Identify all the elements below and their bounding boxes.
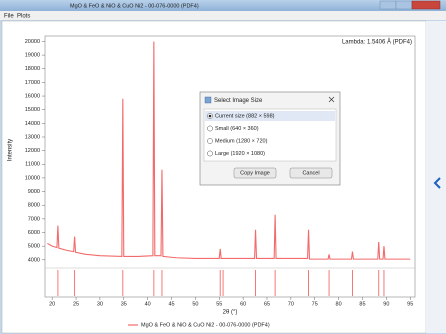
radio-button[interactable]	[207, 138, 213, 144]
radio-button[interactable]	[207, 125, 213, 132]
x-tick-label: 40	[145, 301, 151, 307]
y-tick-label: 4000	[28, 257, 40, 263]
dialog-button[interactable]	[289, 167, 333, 179]
y-tick-label: 9000	[28, 189, 40, 195]
x-tick-label: 50	[192, 301, 198, 307]
radio-label[interactable]: Large (1920 × 1080)	[215, 151, 265, 157]
x-tick-label: 85	[359, 301, 365, 307]
y-tick-label: 7000	[28, 216, 40, 222]
y-tick-label: 18000	[25, 66, 40, 72]
side-panel	[426, 21, 446, 333]
window-title: MgO & FeO & NiO & CuO Ni2 - 00-076-0000 …	[70, 3, 199, 9]
y-tick-label: 14000	[25, 121, 40, 127]
x-tick-label: 35	[121, 301, 127, 307]
y-tick-label: 12000	[25, 148, 40, 154]
y-tick-label: 10000	[25, 175, 40, 181]
dialog-close[interactable]	[328, 96, 335, 103]
data-line	[47, 41, 411, 260]
option-highlight	[205, 111, 335, 121]
dialog-button-label[interactable]: Cancel	[302, 170, 319, 176]
menu-bar	[0, 11, 446, 20]
radio-button[interactable]	[207, 150, 213, 157]
y-tick-label: 17000	[25, 80, 40, 86]
x-tick-label: 55	[216, 301, 222, 307]
x-tick-label: 25	[73, 301, 79, 307]
dialog-button[interactable]	[233, 167, 277, 179]
y-tick-label: 13000	[25, 134, 40, 140]
title-bar	[0, 0, 446, 11]
x-tick-label: 45	[168, 301, 174, 307]
legend-label: MgO & FeO & NiO & CuO Ni2 - 00-076-0000 …	[141, 322, 270, 328]
dialog-button-label[interactable]: Copy Image	[240, 170, 270, 176]
y-tick-label: 11000	[25, 162, 40, 168]
x-tick-label: 60	[240, 301, 246, 307]
radio-label[interactable]: Medium (1280 × 720)	[215, 138, 268, 144]
annotation: Lambda: 1.5406 Å (PDF4)	[342, 39, 412, 46]
x-axis-label: 2θ (°)	[223, 310, 238, 316]
y-tick-label: 15000	[25, 107, 40, 113]
maximize-button[interactable]	[395, 0, 413, 10]
y-tick-label: 5000	[28, 244, 40, 250]
x-tick-label: 20	[49, 301, 55, 307]
x-tick-label: 70	[288, 301, 294, 307]
dialog: Select Image Size Current size (882 × 598…	[199, 91, 341, 186]
y-tick-label: 6000	[28, 230, 40, 236]
radio-label[interactable]: Small (640 × 360)	[215, 126, 259, 132]
x-tick-label: 90	[383, 301, 389, 307]
y-tick-label: 8000	[28, 203, 40, 209]
x-tick-label: 30	[97, 301, 103, 307]
x-tick-label: 95	[407, 301, 413, 307]
dialog-icon	[204, 96, 212, 104]
radio-label[interactable]: Current size (882 × 598)	[215, 113, 275, 119]
menu-item[interactable]: Plots	[17, 14, 30, 20]
y-tick-label: 20000	[25, 39, 40, 45]
close-button[interactable]	[411, 0, 441, 10]
x-tick-label: 75	[312, 301, 318, 307]
minimize-button[interactable]	[379, 0, 397, 10]
x-tick-label: 80	[336, 301, 342, 307]
y-axis-label: Intensity	[8, 139, 14, 161]
x-tick-label: 65	[264, 301, 270, 307]
y-tick-label: 19000	[25, 53, 40, 59]
y-tick-label: 16000	[25, 94, 40, 100]
radio-dot	[208, 114, 212, 118]
expand-arrow[interactable]	[433, 177, 441, 189]
dialog-title: Select Image Size	[214, 98, 263, 104]
menu-item[interactable]: File	[4, 14, 14, 20]
